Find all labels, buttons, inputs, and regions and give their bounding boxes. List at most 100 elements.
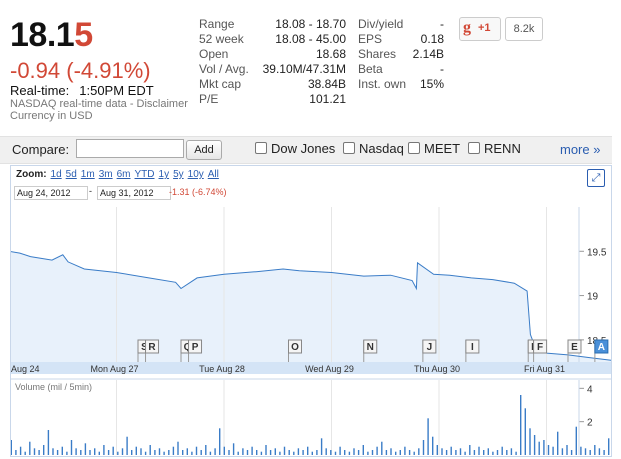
stat-row: Vol / Avg. 39.10M/47.31M [199,62,346,77]
compare-checkbox-nasdaq[interactable]: Nasdaq [343,141,404,156]
event-flag-label: I [471,342,474,353]
event-flag [567,339,582,354]
event-flag-label: F [537,342,543,353]
stock-price: 18.15 [10,16,93,55]
stat-value: 18.68 [315,47,346,61]
stat-row: Range 18.08 - 18.70 [199,17,346,32]
event-flag-label: S [141,342,148,353]
zoom-option[interactable]: 5y [173,169,184,180]
event-flag-label: P [192,342,199,353]
zoom-option[interactable]: All [207,169,219,180]
x-tick-label: Fri Aug 31 [524,364,565,374]
checkbox-label: Dow Jones [271,141,336,156]
date-separator: - [89,186,92,196]
stat-value: - [440,17,444,31]
realtime-label: Real-time: [10,83,70,98]
stat-row: EPS 0.18 [358,32,444,47]
more-compare-link[interactable]: more » [560,142,601,157]
stat-label: Range [199,17,235,31]
event-flag-label: N [367,342,374,353]
date-to[interactable]: Aug 31, 2012 [97,186,171,200]
zoom-option[interactable]: 10y [187,169,204,180]
compare-checkbox-renn[interactable]: RENN [468,141,521,156]
stat-value: 2.14B [412,47,444,61]
x-tick-label: Tue Aug 28 [199,364,245,374]
zoom-option[interactable]: 5d [65,169,77,180]
stat-value: 18.08 - 18.70 [275,17,346,31]
stat-label: Inst. own [358,77,407,91]
expand-icon[interactable]: ⤢ [587,169,605,187]
event-flag-label: E [571,342,578,353]
stat-row: Beta - [358,62,444,77]
zoom-option[interactable]: 1y [158,169,170,180]
stat-label: Mkt cap [199,77,242,91]
checkbox-icon[interactable] [468,142,480,154]
volume-tick-label: 4 [587,384,593,395]
stat-row: Div/yield - [358,17,444,32]
stat-label: EPS [358,32,383,46]
data-source: NASDAQ real-time data - Disclaimer [10,98,188,110]
zoom-option[interactable]: YTD [134,169,155,180]
stat-row: 52 week 18.08 - 45.00 [199,32,346,47]
event-flag-label: J [427,342,433,353]
stat-value: 101.21 [309,92,346,106]
checkbox-icon[interactable] [255,142,267,154]
event-flag-label: O [291,342,299,353]
zoom-controls: Zoom: 1d 5d 1m 3m 6m YTD 1y 5y 10y All [16,169,219,180]
checkbox-label: Nasdaq [359,141,404,156]
stat-row: Inst. own 15% [358,77,444,92]
add-compare-button[interactable]: Add [186,140,222,160]
gplus-icon: g [463,19,471,36]
compare-bar: Compare: Add Dow Jones Nasdaq MEET RENN … [0,136,612,164]
date-from[interactable]: Aug 24, 2012 [14,186,88,200]
compare-label: Compare: [12,142,70,157]
compare-input[interactable] [76,139,184,158]
stats-left-table: Range 18.08 - 18.70 52 week 18.08 - 45.00 Op… [199,17,346,107]
event-flag [145,339,160,354]
event-flag [533,339,548,354]
gplus-count: 8.2k [505,17,543,41]
zoom-option[interactable]: 3m [98,169,113,180]
stat-label: Beta [358,62,383,76]
stat-row: Shares 2.14B [358,47,444,62]
price-change: -0.94 (-4.91%) [10,58,151,83]
realtime-time: 1:50PM EDT [79,83,154,98]
stat-label: Open [199,47,229,61]
stat-label: Vol / Avg. [199,62,249,76]
stats-right-table: Div/yield - EPS 0.18 Shares 2.14B Beta - Inst. o… [358,17,444,92]
zoom-option[interactable]: 6m [116,169,131,180]
event-flag [422,339,437,354]
y-tick-label: 19.5 [587,247,607,258]
event-flag-label: A [598,342,605,353]
checkbox-icon[interactable] [408,142,420,154]
gplus-button[interactable]: g +1 [459,17,501,41]
zoom-option[interactable]: 1d [50,169,62,180]
stat-row: Mkt cap 38.84B [199,77,346,92]
x-tick-label: Aug 24 [11,364,40,374]
price-area [11,251,611,362]
range-change: -1.31 (-6.74%) [169,187,227,197]
compare-checkbox-dow-jones[interactable]: Dow Jones [255,141,335,156]
price-last-digit: 5 [74,16,93,54]
x-tick-label: Wed Aug 29 [305,364,354,374]
stat-label: Div/yield [358,17,404,31]
price-line [11,251,611,361]
volume-tick-label: 2 [587,418,593,429]
checkbox-label: MEET [424,141,461,156]
stat-value: - [440,62,444,76]
x-tick-label: Thu Aug 30 [414,364,460,374]
x-tick-label: Mon Aug 27 [90,364,138,374]
zoom-option[interactable]: 1m [80,169,95,180]
stat-row: Open 18.68 [199,47,346,62]
y-tick-label: 19 [587,292,599,303]
event-flag [465,339,480,354]
event-flag [363,339,378,354]
stat-value: 0.18 [420,32,444,46]
zoom-label: Zoom: [16,169,47,180]
event-flag [288,339,302,354]
compare-checkbox-meet[interactable]: MEET [408,141,460,156]
event-flag-label: Q [184,342,192,353]
stat-row: P/E 101.21 [199,92,346,107]
checkbox-icon[interactable] [343,142,355,154]
